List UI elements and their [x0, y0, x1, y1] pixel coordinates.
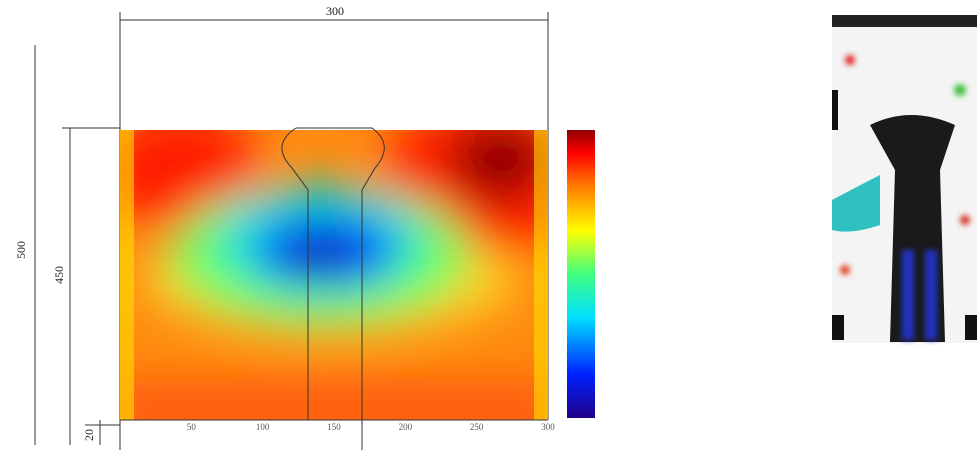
offset-label: 20	[82, 429, 96, 441]
height-total-label: 500	[14, 241, 28, 259]
x-tick-label: 300	[541, 422, 555, 432]
x-tick-label: 250	[470, 422, 484, 432]
x-tick-label: 50	[187, 422, 197, 432]
outline	[281, 127, 385, 450]
x-tick-label: 200	[399, 422, 413, 432]
x-axis: 50 100 150 200 250 300	[187, 422, 555, 432]
x-tick-label: 100	[256, 422, 270, 432]
photo	[832, 15, 977, 343]
heatmap	[120, 130, 548, 420]
x-tick-label: 150	[327, 422, 341, 432]
height-inner-label: 450	[52, 266, 66, 284]
colorbar	[567, 130, 595, 418]
width-label: 300	[326, 4, 344, 18]
